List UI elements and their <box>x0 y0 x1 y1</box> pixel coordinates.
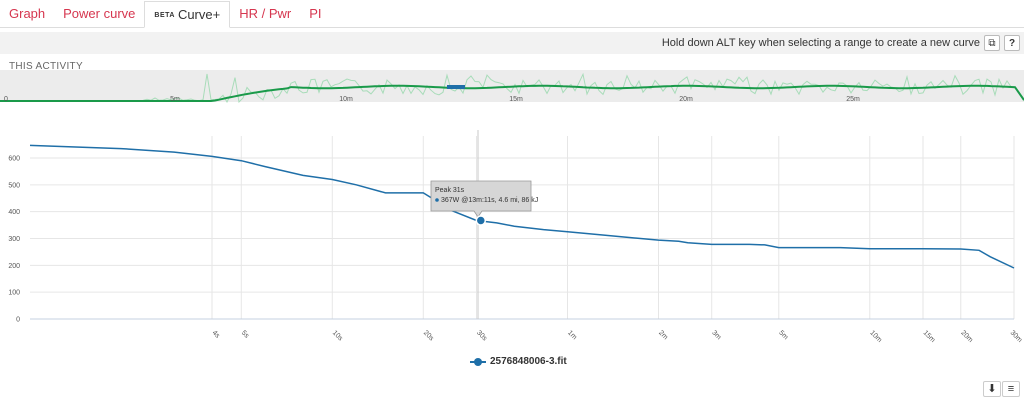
tab-graph-label: Graph <box>9 6 46 21</box>
y-tick-label: 500 <box>8 182 20 189</box>
menu-button[interactable]: ≡ <box>1002 381 1020 397</box>
legend-item[interactable]: 2576848006-3.fit <box>470 356 567 367</box>
x-tick-label: 5m <box>777 329 789 341</box>
tab-power-curve[interactable]: Power curve <box>54 1 144 27</box>
y-tick-label: 300 <box>8 236 20 243</box>
y-tick-label: 200 <box>8 263 20 270</box>
tooltip: Peak 31s 367W @13m:11s, 4.6 mi, 86 kJ <box>430 180 538 218</box>
overview-tick-label: 20m <box>679 96 693 103</box>
tab-hr-pwr-label: HR / Pwr <box>239 6 292 21</box>
tooltip-title: Peak 31s <box>435 187 465 194</box>
x-tick-label: 2m <box>657 329 669 341</box>
tab-graph[interactable]: Graph <box>0 1 54 27</box>
tab-curve-plus[interactable]: BETA Curve+ <box>144 1 231 28</box>
x-tick-label: 5s <box>240 329 251 340</box>
y-tick-label: 0 <box>16 317 20 324</box>
legend-marker-icon <box>470 357 486 367</box>
overview-selection-marker[interactable] <box>447 85 465 89</box>
overview-tick-label: 10m <box>339 96 353 103</box>
y-tick-label: 100 <box>8 290 20 297</box>
x-tick-label: 30m <box>1009 329 1024 344</box>
tab-hr-pwr[interactable]: HR / Pwr <box>230 1 300 27</box>
hint-text: Hold down ALT key when selecting a range… <box>661 37 980 49</box>
x-tick-label: 20s <box>422 329 435 342</box>
overview-tick-label: 0 <box>4 96 8 103</box>
y-tick-label: 400 <box>8 209 20 216</box>
tooltip-box <box>430 180 532 218</box>
overview-chart[interactable]: 0 5m 10m 15m 20m 25m <box>0 70 1024 106</box>
hover-point[interactable] <box>475 215 487 226</box>
x-tick-label: 15m <box>922 329 937 344</box>
help-button[interactable]: ? <box>1004 35 1020 51</box>
x-tick-label: 3m <box>710 329 722 341</box>
tab-bar: Graph Power curve BETA Curve+ HR / Pwr PI <box>0 0 1024 28</box>
tooltip-bullet-icon <box>435 198 439 202</box>
y-tick-label: 600 <box>8 156 20 163</box>
beta-badge: BETA <box>154 11 175 19</box>
tab-curve-plus-label: Curve+ <box>177 7 221 22</box>
x-tick-label: 4s <box>211 329 222 340</box>
copy-icon[interactable]: ⧉ <box>984 35 1000 51</box>
overview-tick-label: 5m <box>170 96 180 103</box>
tab-pi-label: PI <box>309 6 322 21</box>
tab-pi[interactable]: PI <box>300 1 330 27</box>
x-tick-label: 1m <box>566 329 578 341</box>
overview-label: THIS ACTIVITY <box>9 61 83 72</box>
overview-tick-label: 15m <box>509 96 523 103</box>
overview-tick-label: 25m <box>846 96 860 103</box>
x-tick-label: 20m <box>959 329 974 344</box>
legend-label: 2576848006-3.fit <box>490 356 567 367</box>
overview-smooth-line <box>0 84 1024 102</box>
x-tick-label: 30s <box>475 329 488 342</box>
power-curve-chart: 0 100 200 300 400 500 600 4s 5s 10s 20s 30s 1m 2m 3m 5… <box>8 130 1024 344</box>
tab-power-curve-label: Power curve <box>63 6 136 21</box>
x-tick-label: 10m <box>868 329 883 344</box>
series-line[interactable] <box>29 144 1015 269</box>
hint-bar: Hold down ALT key when selecting a range… <box>0 32 1024 54</box>
download-button[interactable]: ⬇ <box>983 381 1001 397</box>
x-tick-label: 10s <box>331 329 344 342</box>
tooltip-detail: 367W @13m:11s, 4.6 mi, 86 kJ <box>441 197 538 204</box>
